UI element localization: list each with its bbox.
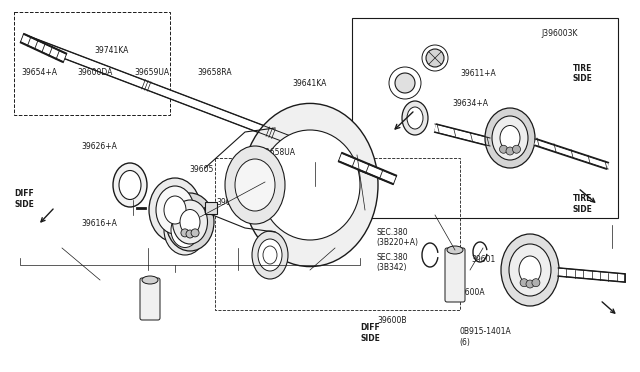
Ellipse shape (164, 205, 206, 255)
Bar (352, 18, 618, 218)
Circle shape (426, 49, 444, 67)
Ellipse shape (402, 101, 428, 135)
Circle shape (520, 279, 528, 287)
Text: 39741KA: 39741KA (95, 46, 129, 55)
Ellipse shape (407, 107, 423, 129)
Text: 0B915-1401A
(6): 0B915-1401A (6) (460, 327, 511, 347)
Text: 39600B: 39600B (377, 316, 406, 325)
Ellipse shape (171, 212, 199, 247)
Ellipse shape (113, 163, 147, 207)
Text: J396003K: J396003K (541, 29, 579, 38)
Ellipse shape (509, 244, 551, 296)
Ellipse shape (447, 246, 463, 254)
Text: SEC.380
(3B220+A): SEC.380 (3B220+A) (376, 228, 419, 247)
Ellipse shape (263, 246, 277, 264)
Ellipse shape (492, 116, 528, 160)
Ellipse shape (519, 256, 541, 284)
Text: 39600DA: 39600DA (77, 68, 113, 77)
Ellipse shape (485, 108, 535, 168)
Circle shape (506, 147, 514, 155)
Bar (14, 12, 170, 115)
Ellipse shape (501, 234, 559, 306)
Ellipse shape (260, 130, 360, 240)
Circle shape (191, 229, 199, 237)
Ellipse shape (164, 196, 186, 224)
Text: 39654+A: 39654+A (22, 68, 58, 77)
Text: 39658UA: 39658UA (261, 148, 296, 157)
Text: 39641KA: 39641KA (292, 79, 326, 88)
Circle shape (513, 145, 520, 153)
Text: TIRE
SIDE: TIRE SIDE (573, 64, 593, 83)
Text: 39600A: 39600A (456, 288, 485, 296)
Ellipse shape (225, 146, 285, 224)
Circle shape (526, 280, 534, 288)
Ellipse shape (252, 231, 288, 279)
Text: 39659UA: 39659UA (135, 68, 170, 77)
Text: 39626+A: 39626+A (81, 142, 117, 151)
Ellipse shape (242, 103, 378, 267)
Text: 39658RA: 39658RA (216, 198, 251, 207)
Circle shape (499, 145, 508, 153)
Text: SEC.380
(3B342): SEC.380 (3B342) (376, 253, 408, 272)
Bar (205, 202, 217, 214)
Ellipse shape (258, 239, 282, 271)
Ellipse shape (119, 170, 141, 199)
Text: 39611+A: 39611+A (461, 69, 497, 78)
Text: 39601: 39601 (471, 255, 495, 264)
Text: 39634+A: 39634+A (452, 99, 488, 108)
Circle shape (532, 279, 540, 287)
Text: TIRE
SIDE: TIRE SIDE (573, 194, 593, 214)
Text: DIFF
SIDE: DIFF SIDE (14, 189, 34, 209)
Ellipse shape (166, 193, 214, 251)
Text: 39605: 39605 (189, 165, 214, 174)
Circle shape (186, 230, 194, 238)
Ellipse shape (173, 200, 207, 244)
Ellipse shape (142, 276, 158, 284)
Circle shape (181, 229, 189, 237)
Ellipse shape (149, 178, 201, 242)
Text: 39658RA: 39658RA (197, 68, 232, 77)
FancyBboxPatch shape (445, 248, 465, 302)
Circle shape (395, 73, 415, 93)
Ellipse shape (500, 125, 520, 151)
Ellipse shape (180, 209, 200, 234)
Text: DIFF
SIDE: DIFF SIDE (360, 323, 380, 343)
FancyBboxPatch shape (140, 278, 160, 320)
Ellipse shape (156, 186, 194, 234)
Text: 39616+A: 39616+A (81, 219, 117, 228)
Ellipse shape (235, 159, 275, 211)
